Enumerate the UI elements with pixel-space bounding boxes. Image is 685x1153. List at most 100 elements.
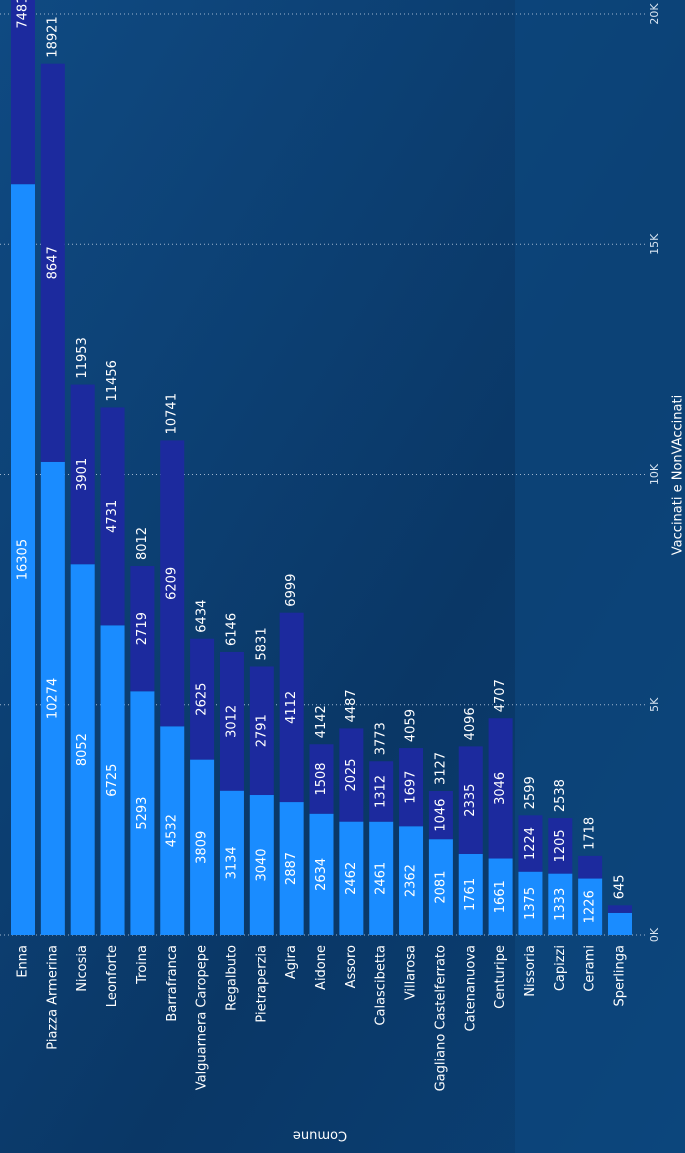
data-label: 3012 xyxy=(224,705,239,738)
bar-segment xyxy=(399,748,424,827)
x-tick-label: Aidone xyxy=(314,945,329,990)
plot: 0K 5K 10K 15K 20K Enna 16305 7481 Piazza Armerin… xyxy=(0,0,661,1091)
x-axis-title: Comune xyxy=(293,1128,347,1143)
x-tick-label: Nicosia xyxy=(75,945,90,992)
data-label: 10274 xyxy=(45,678,60,719)
data-label: 5293 xyxy=(135,797,150,830)
data-label: 2791 xyxy=(254,714,269,747)
y-tick-label: 20K xyxy=(648,3,661,25)
x-tick-label: Catenanuova xyxy=(463,945,478,1031)
bar-segment xyxy=(219,790,244,935)
total-label: 3773 xyxy=(374,722,389,755)
total-label: 18921 xyxy=(45,16,60,57)
bar-segment xyxy=(160,440,185,727)
data-label: 1508 xyxy=(314,762,329,795)
y-axis-title: Vaccinati e NonVAccinati xyxy=(671,395,685,555)
data-label: 8647 xyxy=(45,246,60,279)
bar-segment xyxy=(130,566,155,692)
bar-segment xyxy=(279,612,304,803)
bar-segment xyxy=(249,795,274,935)
bar-segment xyxy=(249,666,274,796)
data-label: 2719 xyxy=(135,612,150,645)
total-label: 2599 xyxy=(523,776,538,809)
bar-segment xyxy=(160,726,185,935)
total-label: 4142 xyxy=(314,705,329,738)
data-label: 3901 xyxy=(75,458,90,491)
x-tick-label: Nissoria xyxy=(523,945,538,997)
data-label: 2462 xyxy=(344,862,359,895)
total-label: 4707 xyxy=(493,679,508,712)
bar-segment xyxy=(458,746,483,854)
y-tick-label: 10K xyxy=(648,463,661,485)
x-tick-label: Calascibetta xyxy=(374,945,389,1026)
bar-segment xyxy=(548,873,573,935)
data-label: 4112 xyxy=(284,691,299,724)
total-label: 1718 xyxy=(583,817,598,850)
data-label: 3134 xyxy=(224,846,239,879)
total-label: 4096 xyxy=(463,707,478,740)
data-label: 16305 xyxy=(16,539,31,580)
data-label: 1333 xyxy=(553,888,568,921)
data-label: 2081 xyxy=(433,871,448,904)
bar-segment xyxy=(219,651,244,791)
bar-segment xyxy=(578,878,603,935)
total-label: 5831 xyxy=(254,627,269,660)
total-label: 11953 xyxy=(75,337,90,378)
bar-segment xyxy=(190,759,215,935)
bar-segment xyxy=(608,912,632,935)
bar-segment xyxy=(369,761,394,822)
x-tick-label: Villarosa xyxy=(404,945,419,1000)
bar-segment xyxy=(40,461,65,935)
bar-segment xyxy=(130,691,155,935)
bar-segment xyxy=(339,821,364,935)
bar-segment xyxy=(488,718,513,859)
data-label: 1661 xyxy=(493,880,508,913)
data-label: 2025 xyxy=(344,758,359,791)
data-label: 3040 xyxy=(254,848,269,881)
bar-segment xyxy=(100,625,125,935)
data-label: 3809 xyxy=(195,831,210,864)
bar-segment xyxy=(11,184,35,935)
total-label: 6999 xyxy=(284,574,299,607)
data-label: 2634 xyxy=(314,858,329,891)
y-tick-label: 15K xyxy=(648,233,661,255)
data-label: 1375 xyxy=(523,887,538,920)
x-tick-label: Agira xyxy=(284,945,299,979)
bar-segment xyxy=(40,63,65,462)
bar-segment xyxy=(608,905,632,913)
data-label: 1224 xyxy=(523,827,538,860)
bar-segment xyxy=(458,853,483,935)
bar-segment xyxy=(70,384,95,565)
x-tick-label: Troina xyxy=(135,945,150,985)
x-tick-label: Sperlinga xyxy=(613,945,628,1007)
data-label: 2887 xyxy=(284,852,299,885)
x-tick-label: Centuripe xyxy=(493,945,508,1009)
data-label: 2335 xyxy=(463,784,478,817)
bar-segment xyxy=(100,407,125,626)
total-label: 4487 xyxy=(344,689,359,722)
bar-segment xyxy=(309,744,334,814)
bar-segment xyxy=(578,855,603,879)
data-label: 6725 xyxy=(105,764,120,797)
bar-segment xyxy=(428,791,453,840)
data-label: 1697 xyxy=(404,771,419,804)
x-tick-label: Cerami xyxy=(583,945,598,992)
data-label: 2461 xyxy=(374,862,389,895)
total-label: 6434 xyxy=(195,600,210,633)
total-label: 2538 xyxy=(553,779,568,812)
x-tick-label: Assoro xyxy=(344,945,359,988)
data-label: 4532 xyxy=(165,814,180,847)
bar-segment xyxy=(518,815,543,872)
data-label: 2362 xyxy=(404,864,419,897)
data-label: 4731 xyxy=(105,500,120,533)
total-label: 8012 xyxy=(135,527,150,560)
y-tick-label: 5K xyxy=(648,697,661,712)
bar-segment xyxy=(488,858,513,935)
data-label: 1205 xyxy=(553,829,568,862)
total-label: 645 xyxy=(613,874,628,899)
total-label: 4059 xyxy=(404,709,419,742)
total-label: 3127 xyxy=(433,752,448,785)
data-label: 7481 xyxy=(15,0,30,29)
bar-segment xyxy=(309,813,334,935)
